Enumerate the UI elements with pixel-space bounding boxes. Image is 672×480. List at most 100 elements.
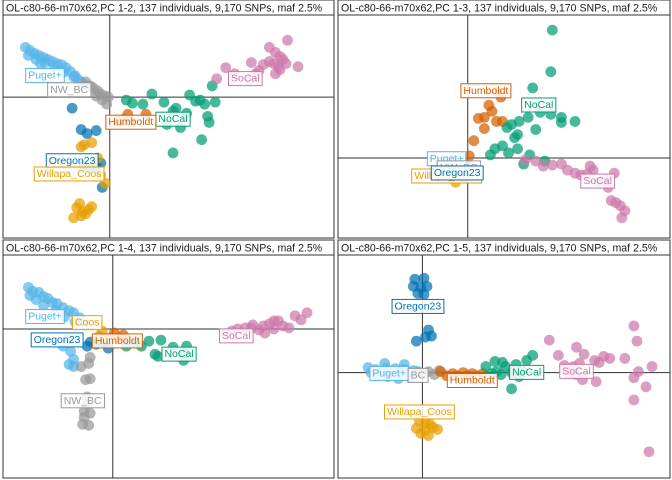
- point-socal: [646, 361, 658, 372]
- label-box: [430, 165, 484, 181]
- label-socal: SoCal: [559, 363, 594, 379]
- point-nocal: [522, 111, 534, 123]
- label-humboldt: Humboldt: [460, 83, 512, 99]
- point-nocal: [126, 97, 138, 109]
- label-box: [580, 173, 615, 189]
- point-oregon23: [418, 272, 430, 284]
- panel-title: OL-c80-66-m70x62,PC 1-2, 137 individuals…: [6, 3, 323, 15]
- point-oregon23: [421, 280, 433, 292]
- label-box: [446, 372, 498, 388]
- point-socal: [220, 62, 232, 74]
- label-text: Coos: [75, 317, 100, 329]
- point-nocal: [501, 122, 513, 133]
- point-socal: [587, 164, 599, 176]
- label-nocal: NoCal: [161, 346, 197, 362]
- label-box: [25, 68, 65, 84]
- point-nocal: [167, 147, 179, 159]
- label-puget: Puget+: [25, 68, 65, 84]
- label-text: Puget+: [372, 367, 406, 379]
- point-nocal: [485, 149, 496, 161]
- point-socal: [245, 57, 257, 68]
- label-box: [218, 328, 254, 344]
- point-nocal: [209, 96, 221, 108]
- group-labels: Oregon23 Puget+ BC NoCal SoCal Humboldt Willap…: [369, 298, 594, 420]
- point-socal: [543, 334, 555, 346]
- point-willapa-coos: [86, 201, 98, 213]
- panel-pc1-5: OL-c80-66-m70x62,PC 1-5, 137 individuals…: [337, 239, 671, 479]
- point-nocal: [546, 24, 558, 36]
- zero-lines: [338, 15, 670, 238]
- label-puget: Puget+: [25, 309, 65, 325]
- label-box: [407, 367, 429, 383]
- point-oregon23: [418, 289, 430, 300]
- label-nocal: NoCal: [155, 111, 191, 127]
- point-nocal: [512, 129, 523, 141]
- label-socal: SoCal: [580, 173, 615, 189]
- point-socal: [590, 376, 602, 388]
- point-willapa-coos: [86, 137, 98, 149]
- point-puget: [65, 345, 77, 357]
- label-text: NoCal: [164, 348, 193, 360]
- point-socal: [537, 160, 549, 172]
- point-nocal: [203, 117, 215, 128]
- label-text: Willapa_Coos: [387, 406, 452, 418]
- point-humboldt: [478, 111, 490, 123]
- point-socal: [530, 155, 542, 167]
- point-puget: [24, 290, 36, 301]
- label-nocal: NoCal: [521, 97, 557, 113]
- point-socal: [552, 349, 564, 361]
- label-text: Willapa_Coos: [37, 168, 102, 180]
- label-text: Humboldt: [108, 116, 153, 128]
- point-nocal: [199, 98, 211, 110]
- label-box: [105, 114, 157, 130]
- point-puget: [68, 71, 80, 83]
- point-nocal: [503, 147, 514, 159]
- point-puget: [38, 300, 49, 312]
- label-nocal: NoCal: [509, 364, 545, 380]
- point-socal: [274, 51, 286, 62]
- label-text: Humboldt: [450, 374, 495, 386]
- point-willapa-coos: [423, 430, 434, 441]
- label-humboldt: Humboldt: [446, 372, 498, 388]
- label-text: NoCal: [524, 99, 553, 111]
- point-nw-bc: [101, 98, 113, 110]
- plot-frame: [2, 254, 335, 479]
- point-socal: [628, 372, 640, 384]
- label-nw-bc: NW_BC: [60, 393, 106, 409]
- point-nocal: [527, 82, 539, 94]
- point-nocal: [196, 134, 208, 146]
- point-socal: [619, 352, 631, 364]
- label-text: SoCal: [583, 175, 612, 187]
- point-puget: [35, 58, 46, 69]
- label-puget: Puget+: [369, 365, 409, 381]
- label-text: NoCal: [158, 113, 187, 125]
- label-text: Humboldt: [463, 85, 508, 97]
- point-socal: [264, 41, 275, 53]
- point-socal: [301, 307, 313, 319]
- point-puget: [68, 353, 80, 365]
- group-labels: Puget+ NW_BC SoCal NoCal Humboldt Oregon23Wil…: [25, 68, 263, 182]
- label-box: [228, 71, 263, 87]
- label-text: NW_BC: [50, 84, 88, 96]
- label-text: BC: [411, 369, 426, 381]
- point-socal: [643, 446, 655, 458]
- label-text: SoCal: [222, 330, 251, 342]
- group-labels: HumboldtNoCalPuget+NW_BCWillapa_CoosOreg…: [411, 83, 615, 189]
- label-text: Puget+: [28, 311, 62, 323]
- label-socal: SoCal: [228, 71, 263, 87]
- label-socal: SoCal: [218, 328, 254, 344]
- label-box: [384, 404, 455, 420]
- point-socal: [604, 352, 616, 364]
- point-socal: [282, 34, 293, 46]
- point-nocal: [530, 124, 542, 135]
- point-socal: [292, 61, 304, 73]
- point-socal: [247, 319, 259, 331]
- point-humboldt: [468, 135, 480, 147]
- panel-title: OL-c80-66-m70x62,PC 1-4, 137 individuals…: [6, 243, 323, 255]
- point-socal: [628, 394, 640, 406]
- point-oregon23: [426, 330, 437, 342]
- point-nocal: [158, 96, 170, 108]
- label-text: NoCal: [512, 366, 541, 378]
- point-humboldt: [483, 99, 495, 111]
- label-text: NW_BC: [64, 395, 102, 407]
